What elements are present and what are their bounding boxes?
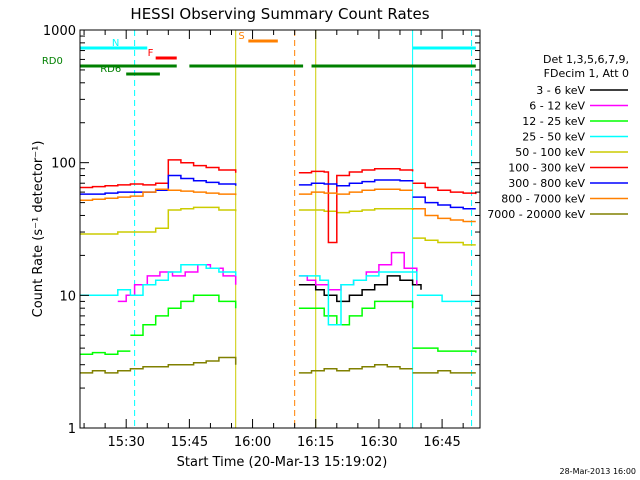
series-line (298, 363, 413, 374)
chart-title: HESSI Observing Summary Count Rates (130, 5, 429, 23)
x-tick-label: 16:30 (360, 435, 397, 450)
legend-entry-label: 50 - 100 keV (515, 146, 585, 159)
series-line (79, 188, 237, 202)
series-line (79, 264, 237, 297)
flag-label: RD0 (42, 56, 63, 67)
x-axis-label: Start Time (20-Mar-13 15:19:02) (177, 455, 388, 470)
flag-label: F (148, 48, 154, 59)
legend-entry-label: 800 - 7000 keV (501, 193, 585, 206)
series-line (79, 206, 237, 235)
x-tick-label: 15:30 (107, 435, 144, 450)
flag-label: RD6 (100, 64, 121, 75)
y-tick-label: 100 (51, 157, 76, 172)
legend: Det 1,3,5,6,7,9, FDecim 1, Att 0 3 - 6 k… (487, 53, 629, 221)
legend-entry-label: 100 - 300 keV (508, 162, 585, 175)
series-line (416, 294, 476, 303)
x-tick-label: 16:45 (423, 435, 460, 450)
series-line (412, 347, 477, 353)
series-line (79, 350, 131, 355)
series-line (412, 237, 476, 246)
series-line (298, 167, 414, 244)
legend-header-2: FDecim 1, Att 0 (544, 67, 629, 80)
series-lines (79, 159, 477, 374)
flag-label: N (112, 38, 119, 49)
series-line (79, 356, 237, 374)
series-line (412, 207, 476, 223)
legend-entry-label: 3 - 6 keV (536, 84, 585, 97)
legend-entry-label: 7000 - 20000 keV (487, 208, 585, 221)
series-line (412, 182, 477, 195)
y-tick-label: 1000 (43, 24, 76, 39)
y-axis-label: Count Rate (s⁻¹ detector⁻¹) (31, 141, 46, 318)
legend-entry-label: 300 - 800 keV (508, 177, 585, 190)
legend-header-1: Det 1,3,5,6,7,9, (543, 53, 629, 66)
series-line (298, 300, 414, 326)
series-line (298, 207, 414, 214)
series-line (298, 251, 418, 291)
flag-label: S (238, 31, 244, 42)
x-tick-label: 16:15 (297, 435, 334, 450)
series-line (79, 174, 237, 195)
legend-entry-label: 6 - 12 keV (529, 100, 585, 113)
series-line (130, 294, 237, 337)
y-tick-label: 1 (68, 422, 76, 437)
vertical-markers (134, 30, 473, 428)
series-line (298, 271, 418, 326)
plot-frame (79, 29, 481, 429)
x-tick-label: 16:00 (234, 435, 271, 450)
series-line (79, 159, 237, 189)
axes: 1 10 100 1000 15:30 15:45 16:00 16:15 16:30 16:45 (43, 24, 480, 450)
series-line (412, 370, 476, 374)
footer-date: 28-Mar-2013 16:00 (560, 467, 637, 476)
legend-entry-label: 12 - 25 keV (522, 115, 585, 128)
series-line (298, 188, 413, 195)
series-line (298, 275, 422, 303)
legend-entry-label: 25 - 50 keV (522, 131, 585, 144)
series-line (412, 196, 476, 210)
flag-bars: N F S RD0 RD6 (42, 31, 476, 76)
x-tick-label: 15:45 (171, 435, 208, 450)
series-line (298, 179, 414, 187)
y-tick-label: 10 (59, 289, 76, 304)
